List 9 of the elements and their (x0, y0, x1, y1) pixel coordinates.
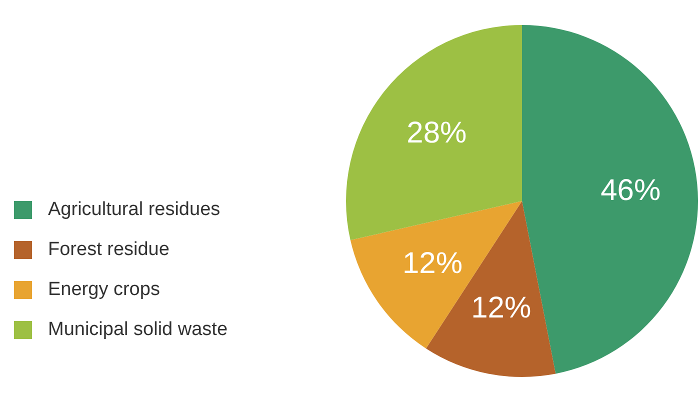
data-label: 12% (471, 292, 532, 325)
legend-label: Municipal solid waste (48, 319, 228, 341)
legend-label: Energy crops (48, 279, 160, 301)
data-label: 46% (600, 174, 661, 208)
legend-label: Forest residue (48, 239, 170, 261)
data-label: 28% (406, 116, 467, 150)
data-label: 12% (402, 246, 463, 280)
pie-slice (346, 25, 522, 240)
legend-label: Agricultural residues (48, 199, 220, 221)
